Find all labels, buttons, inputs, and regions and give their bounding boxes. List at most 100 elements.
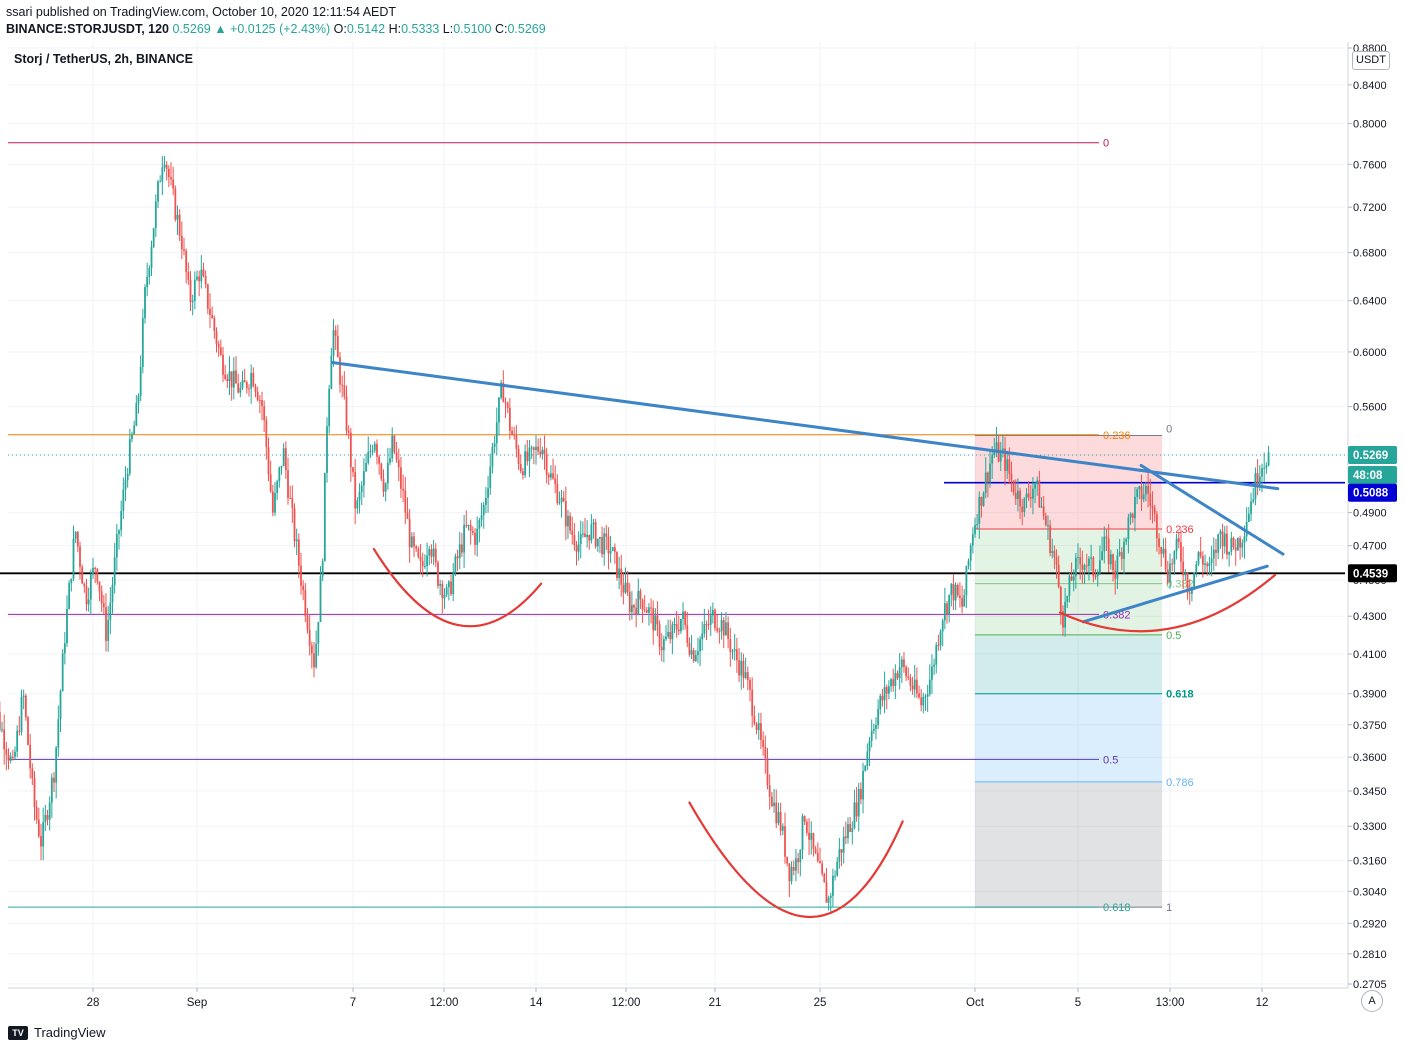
candle-body (1123, 541, 1125, 559)
candle-body (740, 660, 743, 676)
candle-body (558, 502, 561, 504)
candle-body (1195, 564, 1198, 573)
candle-body (461, 544, 463, 553)
candle-body (864, 766, 867, 771)
candle-body (733, 649, 736, 651)
chart-header: ssari published on TradingView.com, Octo… (6, 4, 546, 38)
candle-body (341, 384, 344, 386)
symbol-label[interactable]: BINANCE:STORJUSDT, 120 (6, 22, 170, 36)
candle-body (1134, 496, 1136, 519)
y-tick-label: 0.2920 (1353, 918, 1387, 930)
candle-body (1149, 493, 1152, 506)
candle-body (641, 599, 644, 610)
x-tick-label: 13:00 (1156, 997, 1185, 1009)
candle-body (849, 824, 852, 832)
fib-0.236-left-label: 0.236 (1103, 430, 1131, 442)
candle-body (373, 443, 376, 451)
candle-body (61, 653, 64, 692)
candle-body (450, 581, 452, 595)
candle-body (1166, 569, 1169, 583)
open-label: O: (333, 22, 347, 36)
candle-body (956, 585, 959, 596)
candle-body (1177, 538, 1180, 543)
candle-body (803, 816, 806, 822)
candle-body (1127, 517, 1130, 539)
candle-body (890, 679, 892, 687)
candle-body (718, 630, 721, 632)
candle-body (948, 594, 951, 615)
candle-body (157, 181, 159, 202)
candle-body (352, 467, 354, 472)
candle-body (1006, 459, 1009, 471)
candle-body (907, 676, 910, 679)
candle-body (1193, 572, 1195, 588)
candle-body (594, 522, 597, 547)
candle-body (1077, 557, 1079, 559)
candle-body (276, 481, 279, 493)
candle-body (1188, 592, 1191, 594)
candle-body (522, 471, 524, 476)
candle-body (1008, 459, 1011, 474)
candle-body (742, 660, 745, 679)
candle-body (1062, 611, 1064, 628)
candle-body (141, 318, 144, 368)
candle-body (909, 678, 912, 686)
candle-body (1109, 554, 1112, 565)
candle-body (391, 435, 394, 459)
candle-body (680, 618, 682, 632)
candle-body (489, 466, 492, 489)
candle-body (915, 679, 918, 694)
candle-body (797, 858, 800, 863)
candle-body (109, 602, 112, 621)
candle-body (434, 548, 437, 563)
candle-body (729, 639, 732, 652)
candle-body (792, 866, 795, 871)
candle-body (1234, 547, 1237, 551)
currency-button[interactable]: USDT (1352, 51, 1390, 70)
auto-scale-button[interactable]: A (1361, 990, 1383, 1012)
candle-body (857, 788, 860, 817)
tradingview-logo[interactable]: TV TradingView (8, 1025, 106, 1040)
candle-body (812, 833, 815, 849)
candle-body (1049, 525, 1052, 554)
open-value: 0.5142 (346, 22, 386, 36)
candle-body (1029, 497, 1032, 499)
x-tick-label: 12:00 (430, 997, 459, 1009)
candle-body (950, 583, 953, 595)
candle-body (1241, 542, 1244, 548)
candle-body (1145, 485, 1147, 495)
candle-body (735, 649, 738, 661)
candle-body (9, 756, 12, 761)
candle-body (834, 875, 836, 877)
candle-body (482, 504, 485, 516)
candle-body (85, 586, 88, 605)
candle-body (1120, 552, 1123, 559)
candle-body (913, 679, 916, 690)
candle-body (620, 568, 623, 585)
support-price-badge-bg (1348, 564, 1397, 583)
candle-body (404, 490, 407, 513)
candle-body (1247, 513, 1250, 522)
candle-body (1040, 506, 1043, 508)
candle-body (46, 814, 49, 820)
candle-body (1017, 490, 1019, 500)
candle-body (395, 452, 398, 460)
high-value: 0.5333 (401, 22, 440, 36)
candle-body (1112, 554, 1114, 571)
candle-body (478, 519, 481, 529)
close-label: C: (494, 22, 508, 36)
candle-body (53, 777, 55, 783)
candle-body (599, 537, 601, 539)
candle-body (323, 472, 326, 562)
candle-body (33, 778, 36, 808)
candle-body (159, 181, 162, 183)
candle-body (547, 474, 550, 478)
candle-body (755, 723, 758, 730)
ohlc-line: BINANCE:STORJUSDT, 120 0.5269 ▲ +0.0125 … (6, 21, 546, 38)
candle-body (389, 458, 391, 463)
fib-zone (975, 781, 1163, 908)
candle-body (586, 534, 589, 538)
candle-body (801, 816, 804, 851)
